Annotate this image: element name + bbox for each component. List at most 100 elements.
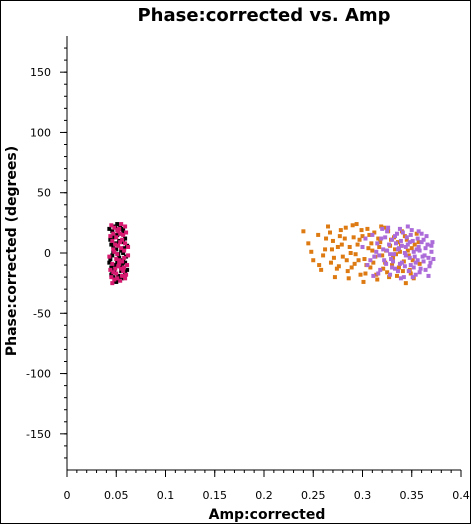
data-point [402, 251, 407, 255]
data-point [360, 244, 365, 249]
data-point [386, 225, 391, 230]
data-point [121, 251, 126, 255]
data-point [394, 273, 399, 278]
data-point [112, 249, 117, 254]
data-point [112, 277, 117, 282]
data-point [411, 265, 416, 270]
data-point [340, 254, 345, 259]
data-point [367, 232, 372, 237]
x-tick-label: 0 [64, 489, 71, 502]
data-point [369, 241, 374, 246]
data-points [107, 222, 436, 286]
data-point [428, 260, 433, 265]
data-point [370, 248, 375, 253]
data-point [427, 264, 432, 269]
data-point [394, 231, 399, 236]
data-point [113, 263, 118, 268]
data-point [383, 235, 388, 240]
data-point [123, 224, 128, 229]
data-point [125, 263, 130, 268]
data-point [360, 234, 365, 239]
data-point [339, 242, 344, 247]
data-point [123, 236, 128, 241]
data-point [413, 272, 418, 277]
x-tick-label: 0.25 [301, 489, 326, 502]
data-point [361, 279, 366, 284]
data-point [125, 267, 130, 272]
y-tick-label: -100 [26, 368, 51, 381]
data-point [390, 265, 395, 270]
data-point [110, 229, 115, 234]
data-point [430, 240, 435, 245]
data-point [393, 266, 398, 271]
data-point [410, 275, 415, 280]
data-point [387, 275, 392, 280]
data-point [399, 260, 404, 265]
data-point [408, 232, 413, 237]
data-point [371, 260, 376, 265]
data-point [408, 263, 413, 268]
data-point [108, 234, 113, 239]
data-point [377, 253, 382, 258]
data-point [422, 253, 427, 258]
data-point [121, 232, 126, 237]
data-point [425, 242, 430, 247]
data-point [110, 253, 115, 258]
data-point [324, 236, 329, 241]
data-point [419, 231, 424, 236]
data-point [115, 276, 120, 281]
data-point [123, 260, 128, 265]
data-point [417, 248, 422, 253]
data-point [349, 265, 354, 270]
data-point [119, 248, 124, 253]
data-point [408, 271, 413, 276]
y-tick-label: -50 [33, 307, 51, 320]
data-point [362, 257, 367, 262]
data-point [120, 273, 125, 278]
data-point [385, 248, 390, 253]
y-tick-label: 150 [30, 66, 51, 79]
data-point [319, 267, 324, 272]
data-point [365, 226, 370, 231]
data-point [126, 253, 131, 258]
data-point [347, 244, 352, 249]
data-point [328, 260, 333, 265]
data-point [114, 235, 119, 240]
data-point [115, 252, 120, 257]
data-point [338, 228, 343, 233]
data-point [376, 271, 381, 276]
data-point [405, 224, 410, 229]
data-point [368, 265, 373, 270]
data-point [111, 270, 116, 275]
data-point [409, 246, 414, 251]
data-point [116, 229, 121, 234]
y-tick-label: 100 [30, 126, 51, 139]
y-tick-label: 50 [37, 187, 51, 200]
data-point [380, 226, 385, 231]
data-point [363, 271, 368, 276]
data-point [346, 276, 351, 281]
data-point [423, 267, 428, 272]
data-point [326, 224, 331, 229]
data-point [111, 247, 116, 252]
data-point [395, 247, 400, 252]
data-point [357, 237, 362, 242]
data-point [124, 272, 129, 277]
data-point [323, 247, 328, 252]
data-point [329, 247, 334, 252]
data-point [122, 248, 127, 253]
data-point [111, 244, 116, 249]
data-point [306, 241, 311, 246]
data-point [389, 257, 394, 262]
data-point [406, 269, 411, 274]
data-point [393, 247, 398, 252]
data-point [110, 281, 115, 286]
data-point [107, 260, 112, 265]
data-point [375, 241, 380, 246]
data-point [358, 272, 363, 277]
data-point [380, 253, 385, 258]
data-point [114, 247, 119, 252]
data-point [379, 236, 384, 241]
data-point [343, 225, 348, 230]
data-point [396, 265, 401, 270]
